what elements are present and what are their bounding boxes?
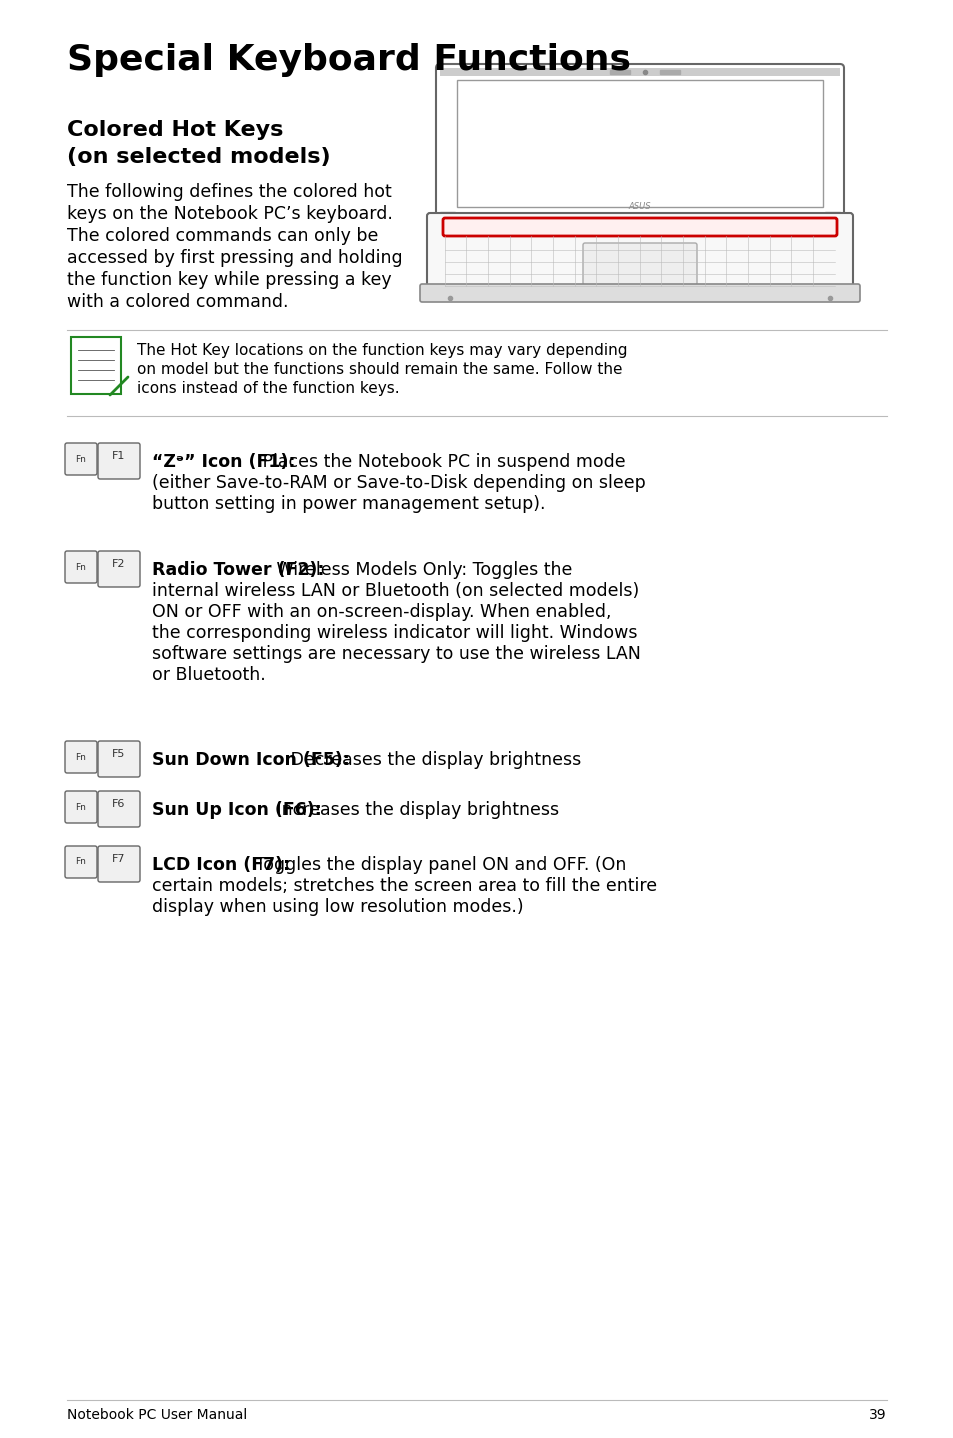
- FancyBboxPatch shape: [439, 68, 840, 76]
- Text: icons instead of the function keys.: icons instead of the function keys.: [137, 381, 399, 395]
- Text: Toggles the display panel ON and OFF. (On: Toggles the display panel ON and OFF. (O…: [250, 856, 626, 874]
- FancyBboxPatch shape: [65, 551, 97, 582]
- FancyBboxPatch shape: [419, 283, 859, 302]
- Text: Increases the display brightness: Increases the display brightness: [271, 801, 558, 820]
- Text: with a colored command.: with a colored command.: [67, 293, 288, 311]
- FancyBboxPatch shape: [456, 81, 822, 207]
- Text: display when using low resolution modes.): display when using low resolution modes.…: [152, 897, 523, 916]
- Text: internal wireless LAN or Bluetooth (on selected models): internal wireless LAN or Bluetooth (on s…: [152, 582, 639, 600]
- Bar: [439, 211, 455, 220]
- Text: ON or OFF with an on-screen-display. When enabled,: ON or OFF with an on-screen-display. Whe…: [152, 603, 611, 621]
- Text: accessed by first pressing and holding: accessed by first pressing and holding: [67, 249, 402, 267]
- Text: 39: 39: [868, 1408, 886, 1422]
- Text: Special Keyboard Functions: Special Keyboard Functions: [67, 43, 630, 78]
- Text: Fn: Fn: [75, 454, 87, 463]
- Text: or Bluetooth.: or Bluetooth.: [152, 666, 266, 684]
- Text: Sun Up Icon (F6):: Sun Up Icon (F6):: [152, 801, 321, 820]
- Text: Fn: Fn: [75, 802, 87, 811]
- Text: The colored commands can only be: The colored commands can only be: [67, 227, 378, 244]
- Text: Notebook PC User Manual: Notebook PC User Manual: [67, 1408, 247, 1422]
- Text: F2: F2: [112, 559, 126, 569]
- Text: Fn: Fn: [75, 562, 87, 571]
- Text: keys on the Notebook PC’s keyboard.: keys on the Notebook PC’s keyboard.: [67, 206, 393, 223]
- FancyBboxPatch shape: [65, 846, 97, 879]
- Text: Fn: Fn: [75, 857, 87, 867]
- FancyBboxPatch shape: [98, 551, 140, 587]
- FancyBboxPatch shape: [98, 741, 140, 777]
- Text: Places the Notebook PC in suspend mode: Places the Notebook PC in suspend mode: [256, 453, 625, 472]
- Text: (either Save-to-RAM or Save-to-Disk depending on sleep: (either Save-to-RAM or Save-to-Disk depe…: [152, 475, 645, 492]
- Text: Wireless Models Only: Toggles the: Wireless Models Only: Toggles the: [271, 561, 572, 580]
- Bar: [659, 70, 679, 73]
- Text: F7: F7: [112, 854, 126, 864]
- FancyBboxPatch shape: [436, 65, 843, 221]
- Text: Radio Tower (F2):: Radio Tower (F2):: [152, 561, 324, 580]
- Text: certain models; stretches the screen area to fill the entire: certain models; stretches the screen are…: [152, 877, 657, 894]
- Text: The following defines the colored hot: The following defines the colored hot: [67, 183, 392, 201]
- FancyBboxPatch shape: [582, 243, 697, 285]
- Bar: [824, 211, 840, 220]
- Bar: [609, 70, 629, 73]
- Text: button setting in power management setup).: button setting in power management setup…: [152, 495, 545, 513]
- Text: the function key while pressing a key: the function key while pressing a key: [67, 270, 392, 289]
- FancyBboxPatch shape: [442, 219, 836, 236]
- Text: F5: F5: [112, 749, 126, 759]
- Text: on model but the functions should remain the same. Follow the: on model but the functions should remain…: [137, 362, 622, 377]
- Text: Sun Down Icon (F5):: Sun Down Icon (F5):: [152, 751, 350, 769]
- FancyBboxPatch shape: [65, 443, 97, 475]
- Text: “Zᵊ” Icon (F1):: “Zᵊ” Icon (F1):: [152, 453, 295, 472]
- FancyBboxPatch shape: [98, 791, 140, 827]
- Text: (on selected models): (on selected models): [67, 147, 331, 167]
- FancyBboxPatch shape: [98, 846, 140, 881]
- Text: Decreases the display brightness: Decreases the display brightness: [285, 751, 580, 769]
- Text: Colored Hot Keys: Colored Hot Keys: [67, 119, 283, 139]
- Text: ASUS: ASUS: [628, 201, 651, 211]
- FancyBboxPatch shape: [71, 336, 121, 394]
- Text: F1: F1: [112, 452, 126, 462]
- FancyBboxPatch shape: [65, 741, 97, 774]
- Text: F6: F6: [112, 800, 126, 810]
- Text: software settings are necessary to use the wireless LAN: software settings are necessary to use t…: [152, 646, 640, 663]
- FancyBboxPatch shape: [65, 791, 97, 823]
- Text: LCD Icon (F7):: LCD Icon (F7):: [152, 856, 290, 874]
- Text: the corresponding wireless indicator will light. Windows: the corresponding wireless indicator wil…: [152, 624, 637, 641]
- Text: Fn: Fn: [75, 752, 87, 762]
- FancyBboxPatch shape: [98, 443, 140, 479]
- FancyBboxPatch shape: [427, 213, 852, 290]
- Text: The Hot Key locations on the function keys may vary depending: The Hot Key locations on the function ke…: [137, 344, 627, 358]
